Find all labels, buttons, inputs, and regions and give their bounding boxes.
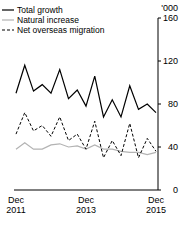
y-tick-label: 120 <box>163 56 178 66</box>
series-line <box>16 65 156 117</box>
legend-swatch <box>2 30 14 31</box>
y-tick <box>158 18 161 19</box>
legend-swatch <box>2 9 14 10</box>
y-tick <box>158 147 161 148</box>
x-axis <box>14 190 158 191</box>
y-axis-label: '000 <box>161 3 178 13</box>
y-tick <box>158 190 161 191</box>
plot-area <box>16 65 156 157</box>
legend-swatch <box>2 19 14 20</box>
chart-svg: 0 40 80 120 160'000 Dec2011 Dec2013 Dec2015 Tota… <box>0 0 181 231</box>
legend: Total growthNatural increaseNet overseas… <box>2 5 105 35</box>
legend-label: Total growth <box>17 5 63 15</box>
y-tick <box>158 61 161 62</box>
y-tick-label: 160 <box>163 13 178 23</box>
y-tick <box>158 104 161 105</box>
y-tick-label: 80 <box>168 99 178 109</box>
legend-label: Natural increase <box>17 15 79 25</box>
legend-label: Net overseas migration <box>17 25 105 35</box>
x-tick-label: Dec2015 <box>146 195 166 215</box>
y-tick-label: 40 <box>168 142 178 152</box>
chart: 0 40 80 120 160'000 Dec2011 Dec2013 Dec2015 Tota… <box>0 0 181 231</box>
x-tick-label: Dec2011 <box>6 195 25 215</box>
series-line <box>16 113 156 158</box>
x-tick-label: Dec2013 <box>76 195 96 215</box>
y-tick-label: 0 <box>173 185 178 195</box>
